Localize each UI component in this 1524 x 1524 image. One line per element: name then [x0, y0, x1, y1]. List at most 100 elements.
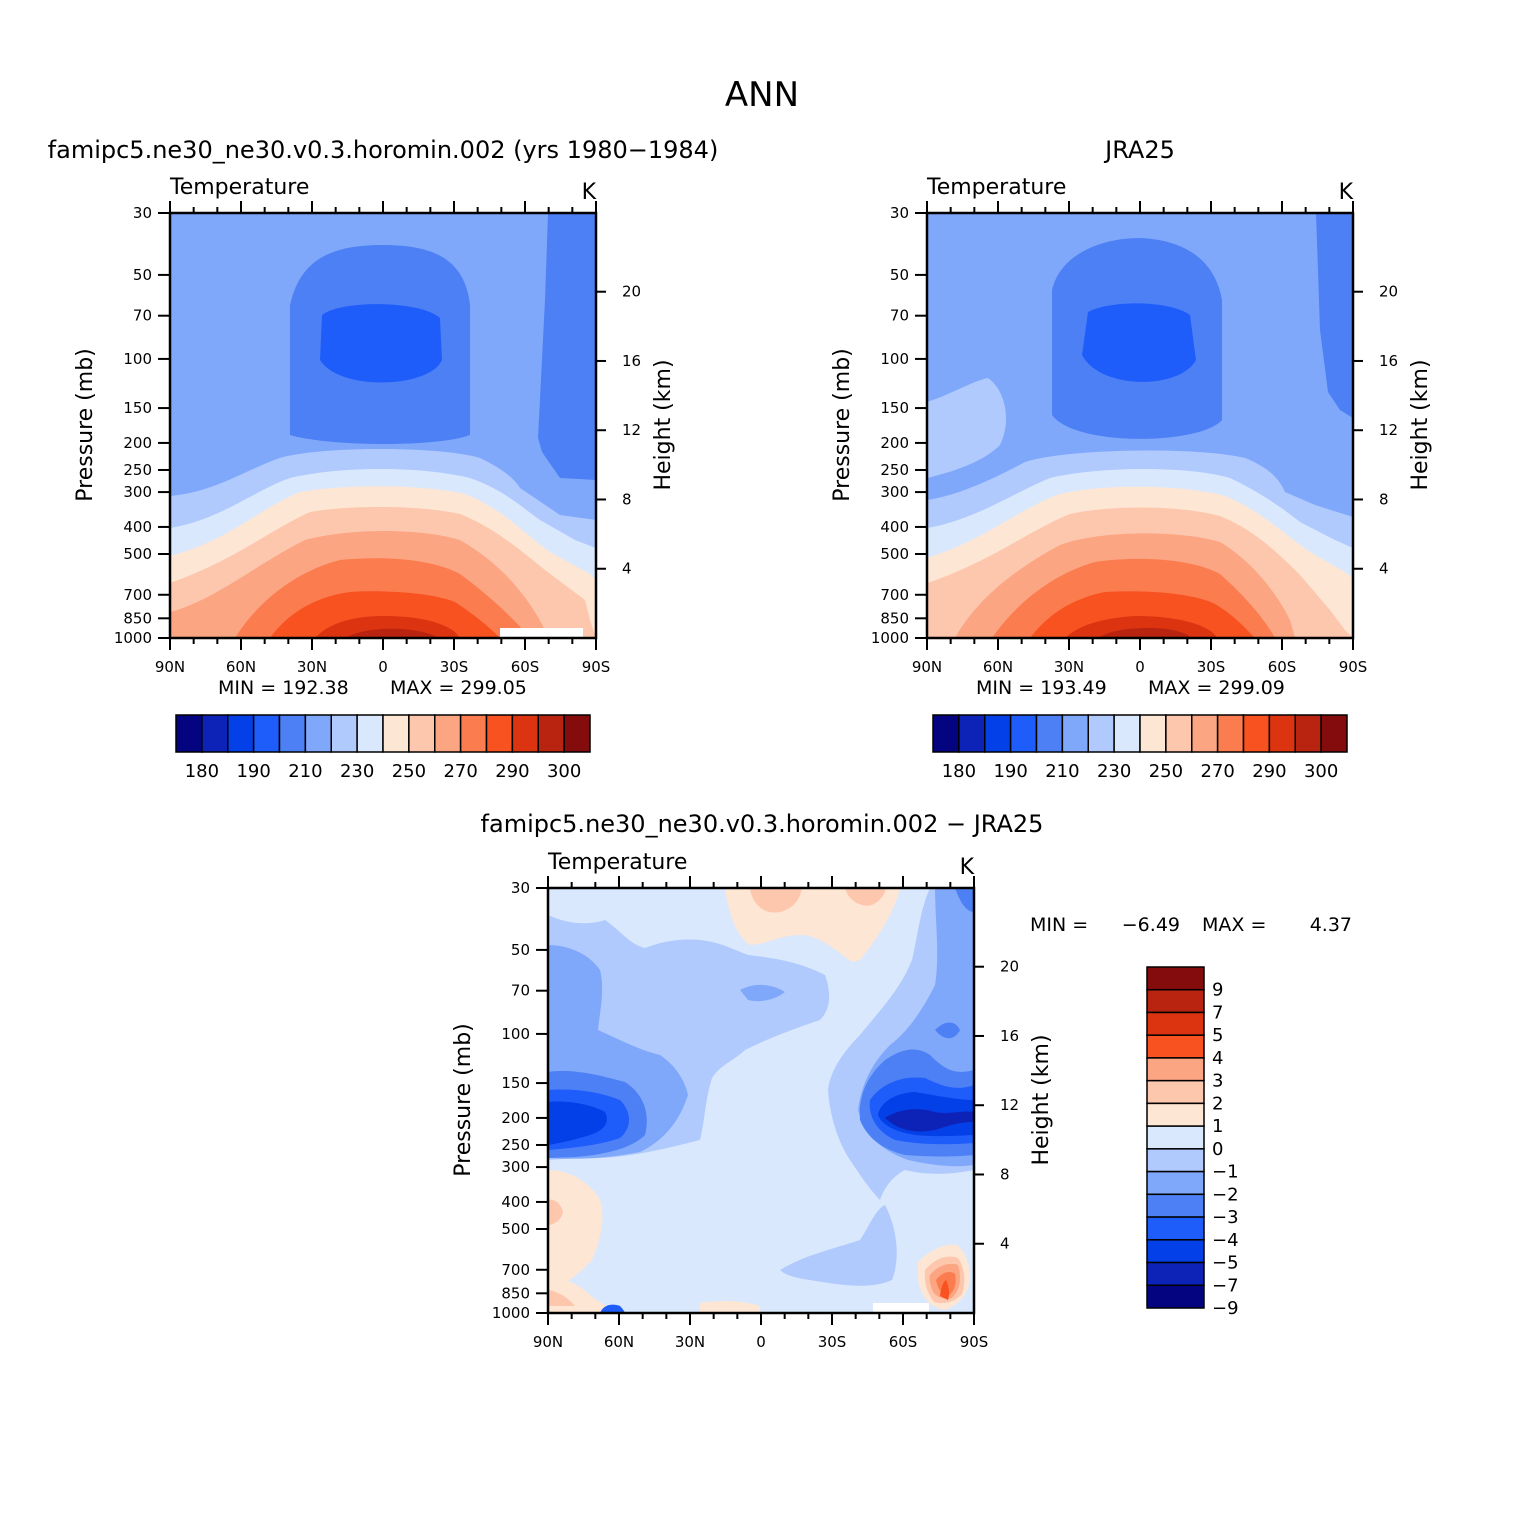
y-right-tick-label: 16: [622, 352, 641, 370]
colorbar-swatch: [1146, 1125, 1205, 1150]
contour-band: [1316, 213, 1353, 418]
colorbar-label: 230: [1097, 761, 1131, 782]
y-tick-label: 300: [501, 1158, 530, 1176]
colorbar-swatch: [932, 714, 960, 753]
panel-model-ticks: 30 50 70 100 150 200 250 300 400 500 700 850 1000 20 1…: [114, 201, 641, 676]
panel-model-variable: Temperature: [169, 175, 309, 200]
y-right-tick-label: 8: [1379, 490, 1389, 508]
y-tick-label: 700: [501, 1261, 530, 1279]
colorbar-swatch: [175, 714, 203, 753]
colorbar-label: −9: [1212, 1298, 1239, 1319]
colorbar-swatch: [1146, 1034, 1205, 1059]
colorbar-swatch: [1268, 714, 1296, 753]
y-tick-label: 50: [890, 266, 909, 284]
colorbar-swatch: [1061, 714, 1089, 753]
colorbar-swatch: [304, 714, 332, 753]
colorbar-swatch: [563, 714, 591, 753]
panel-diff-field: [548, 888, 974, 1313]
y-tick-label: 200: [880, 434, 909, 452]
contour-band: [600, 1304, 625, 1313]
y-right-tick-label: 4: [1000, 1235, 1010, 1253]
x-tick-label: 30N: [675, 1333, 705, 1351]
contour-band: [548, 1199, 563, 1225]
colorbar-swatch: [278, 714, 307, 753]
colorbar-swatch: [958, 714, 986, 753]
colorbar-label: −5: [1212, 1253, 1239, 1274]
contour-band: [740, 984, 785, 1002]
x-tick-label: 30S: [440, 658, 469, 676]
panel-diff-ylabel: Pressure (mb): [451, 1023, 476, 1177]
x-tick-label: 90N: [533, 1333, 563, 1351]
panel-diff-min-label: MIN =: [1030, 914, 1088, 936]
contour-band: [548, 1170, 603, 1290]
colorbar-label: 7: [1212, 1002, 1223, 1023]
y-tick-label: 30: [133, 204, 152, 222]
contour-band: [750, 888, 802, 913]
panel-diff-min-value: −6.49: [1122, 914, 1180, 936]
y-tick-label: 50: [133, 266, 152, 284]
y-tick-label: 700: [123, 586, 152, 604]
colorbar-label: 210: [1045, 761, 1079, 782]
colorbar-label: 290: [495, 761, 529, 782]
contour-band: [1082, 303, 1196, 382]
y-tick-label: 300: [123, 483, 152, 501]
contour-band: [320, 304, 442, 383]
contour-band: [845, 888, 886, 906]
y-tick-label: 250: [501, 1136, 530, 1154]
colorbar-swatch: [1320, 714, 1348, 753]
colorbar-label: 4: [1212, 1048, 1223, 1069]
colorbar-swatch: [1146, 1216, 1205, 1241]
panel-diff-ylabel-right: Height (km): [1029, 1034, 1054, 1165]
colorbar-swatch: [201, 714, 229, 753]
colorbar-swatch: [984, 714, 1012, 753]
contour-band: [940, 1280, 950, 1300]
y-tick-label: 250: [880, 461, 909, 479]
x-tick-label: 30N: [297, 658, 327, 676]
y-right-tick-label: 20: [1000, 958, 1019, 976]
y-tick-label: 850: [123, 609, 152, 627]
y-right-tick-label: 8: [1000, 1165, 1010, 1183]
contour-band: [780, 1205, 897, 1286]
colorbar-swatch: [1035, 714, 1064, 753]
y-tick-label: 150: [123, 399, 152, 417]
panel-diff-max-label: MAX =: [1202, 914, 1266, 936]
y-right-tick-label: 16: [1000, 1027, 1019, 1045]
colorbar-label: 250: [1149, 761, 1183, 782]
y-tick-label: 30: [890, 204, 909, 222]
colorbar-swatch: [1146, 1170, 1205, 1196]
x-tick-label: 90S: [582, 658, 611, 676]
colorbar-label: 2: [1212, 1093, 1223, 1114]
x-tick-label: 90S: [1339, 658, 1368, 676]
colorbar-swatch: [485, 714, 514, 753]
y-tick-label: 200: [123, 434, 152, 452]
panel-model-colorbar: 180 190 210 230 250 270 290 300: [175, 714, 591, 782]
y-tick-label: 100: [880, 350, 909, 368]
contour-band: [885, 1109, 974, 1132]
x-tick-label: 60S: [511, 658, 540, 676]
x-tick-label: 0: [1135, 658, 1145, 676]
colorbar-swatch: [1146, 1079, 1205, 1105]
y-tick-label: 150: [880, 399, 909, 417]
colorbar-swatch: [434, 714, 462, 753]
y-tick-label: 70: [511, 982, 530, 1000]
panel-model-subtitle: famipc5.ne30_ne30.v0.3.horomin.002 (yrs …: [48, 136, 719, 164]
panel-model-units: K: [582, 180, 597, 205]
panel-model-ylabel: Pressure (mb): [73, 348, 98, 502]
y-tick-label: 30: [511, 879, 530, 897]
y-tick-label: 500: [880, 545, 909, 563]
colorbar-label: 190: [236, 761, 270, 782]
panel-obs-subtitle: JRA25: [1103, 136, 1175, 164]
colorbar-swatch: [1009, 714, 1038, 753]
colorbar-label: 9: [1212, 980, 1223, 1001]
colorbar-label: 300: [1304, 761, 1338, 782]
contour-band: [927, 378, 1007, 478]
x-tick-label: 60N: [226, 658, 256, 676]
contour-band: [935, 1022, 960, 1039]
colorbar-label: 190: [993, 761, 1027, 782]
colorbar-swatch: [252, 714, 281, 753]
colorbar-swatch: [227, 714, 255, 753]
x-tick-label: 30N: [1054, 658, 1084, 676]
colorbar-swatch: [459, 714, 488, 753]
